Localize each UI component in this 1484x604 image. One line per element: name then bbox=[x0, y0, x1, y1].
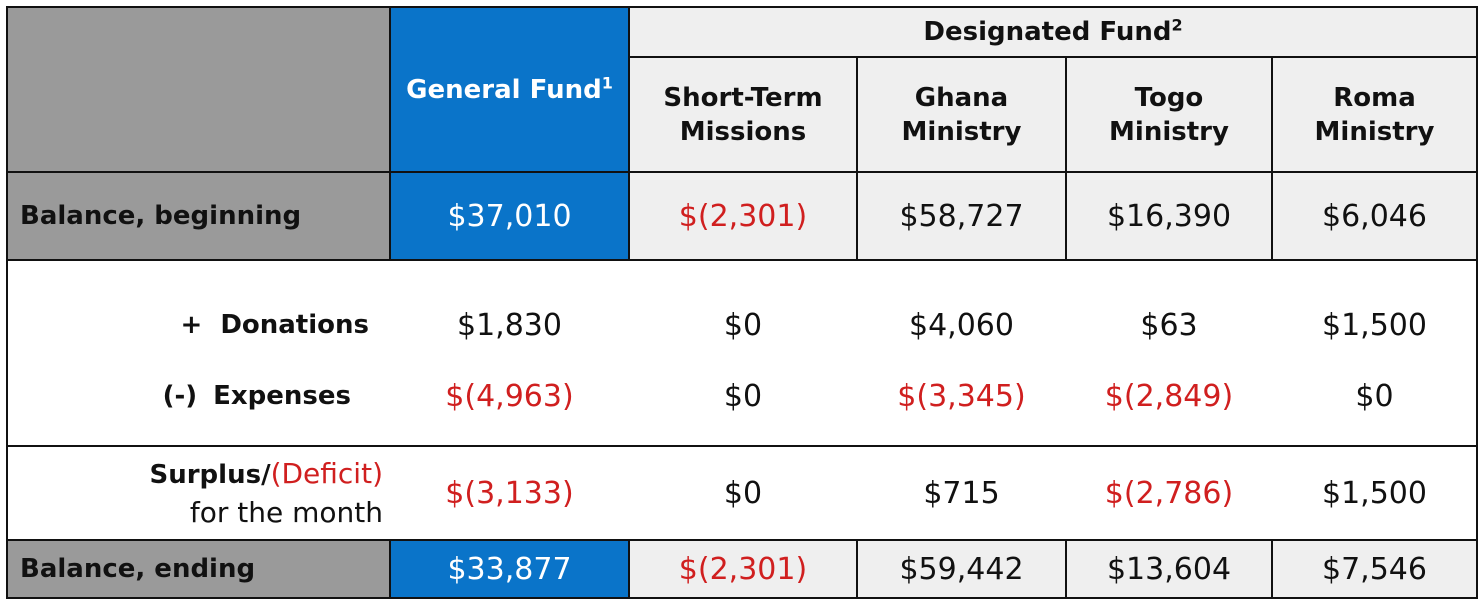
expenses-prefix: (-) bbox=[162, 381, 198, 411]
expenses-ghana: $(3,345) bbox=[897, 378, 1026, 414]
col-header-togo: Togo Ministry bbox=[1065, 56, 1273, 173]
ending-roma: $7,546 bbox=[1271, 539, 1478, 599]
surplus-roma: $1,500 bbox=[1322, 475, 1427, 511]
beginning-short-term: $(2,301) bbox=[628, 171, 858, 261]
expenses-roma: $0 bbox=[1355, 378, 1394, 414]
beginning-togo: $16,390 bbox=[1065, 171, 1273, 261]
ending-short-term: $(2,301) bbox=[628, 539, 858, 599]
surplus-togo: $(2,786) bbox=[1104, 475, 1234, 511]
donations-roma: $1,500 bbox=[1322, 307, 1427, 343]
row-label-balance-beginning: Balance, beginning bbox=[6, 171, 391, 261]
surplus-label: Surplus/ bbox=[149, 459, 271, 490]
row-label-balance-ending: Balance, ending bbox=[6, 539, 391, 599]
beginning-general: $37,010 bbox=[389, 171, 630, 261]
ending-general: $33,877 bbox=[389, 539, 630, 599]
row-label-expenses: (-) Expenses bbox=[162, 381, 351, 411]
row-label-surplus: Surplus/(Deficit) for the month bbox=[6, 447, 391, 539]
designated-fund-header: Designated Fund2 bbox=[628, 6, 1478, 58]
surplus-short-term: $0 bbox=[723, 475, 763, 511]
general-fund-title: General Fund1 bbox=[406, 72, 613, 105]
ending-ghana: $59,442 bbox=[856, 539, 1067, 599]
donations-ghana: $4,060 bbox=[909, 307, 1014, 343]
col-header-ghana: Ghana Ministry bbox=[856, 56, 1067, 173]
beginning-ghana: $58,727 bbox=[856, 171, 1067, 261]
surplus-general: $(3,133) bbox=[445, 475, 574, 511]
expenses-general: $(4,963) bbox=[445, 378, 574, 414]
col-header-short-term: Short-Term Missions bbox=[628, 56, 858, 173]
expenses-togo: $(2,849) bbox=[1104, 378, 1234, 414]
donations-general: $1,830 bbox=[457, 307, 562, 343]
col-header-roma: Roma Ministry bbox=[1271, 56, 1478, 173]
designated-fund-title: Designated Fund2 bbox=[923, 15, 1183, 47]
beginning-roma: $6,046 bbox=[1271, 171, 1478, 261]
general-fund-header: General Fund1 bbox=[389, 6, 630, 173]
surplus-ghana: $715 bbox=[923, 475, 1000, 511]
donations-short-term: $0 bbox=[723, 307, 763, 343]
for-the-month-label: for the month bbox=[189, 495, 383, 529]
corner-cell bbox=[6, 6, 391, 173]
expenses-short-term: $0 bbox=[723, 378, 763, 414]
donations-togo: $63 bbox=[1140, 307, 1198, 343]
deficit-label: (Deficit) bbox=[270, 456, 383, 490]
ending-togo: $13,604 bbox=[1065, 539, 1273, 599]
surplus-block bbox=[6, 445, 1478, 541]
donations-prefix: + bbox=[180, 310, 203, 340]
row-label-donations: + Donations bbox=[180, 310, 369, 340]
